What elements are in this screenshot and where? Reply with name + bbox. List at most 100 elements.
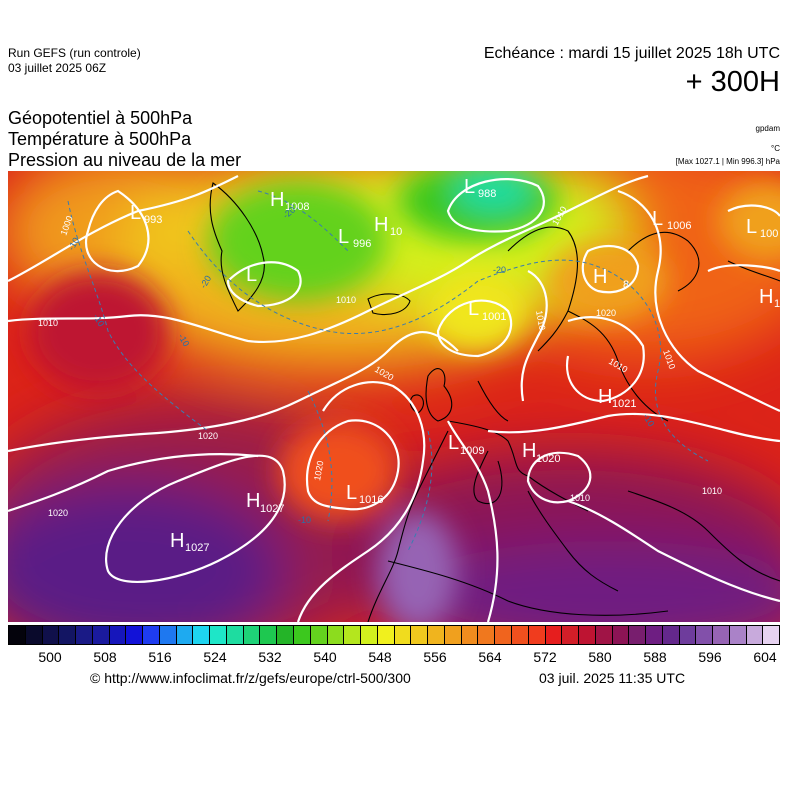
isobar-label: 1010: [534, 310, 547, 331]
pressure-center-low: L 1006: [652, 208, 691, 232]
svg-text:L: L: [448, 432, 459, 454]
svg-text:H: H: [759, 286, 773, 308]
color-scale-step: [478, 626, 496, 644]
color-scale-step: [92, 626, 110, 644]
svg-text:10: 10: [390, 226, 402, 238]
svg-text:8: 8: [623, 279, 629, 291]
svg-text:1009: 1009: [460, 445, 484, 457]
color-scale-step: [428, 626, 445, 644]
color-scale-step: [495, 626, 512, 644]
color-scale-step: [243, 626, 261, 644]
svg-text:L: L: [130, 202, 141, 224]
color-scale-step: [377, 626, 395, 644]
svg-text:1006: 1006: [667, 220, 691, 232]
color-scale-tick: 596: [698, 649, 722, 665]
pressure-center-high: H 1027: [170, 530, 209, 554]
color-scale-step: [109, 626, 127, 644]
svg-text:L: L: [746, 216, 757, 238]
isobar-label: 1020: [312, 460, 325, 481]
color-scale-step: [361, 626, 378, 644]
color-scale-step: [545, 626, 563, 644]
svg-text:H: H: [374, 214, 388, 236]
svg-text:1001: 1001: [482, 311, 506, 323]
color-scale-step: [528, 626, 546, 644]
svg-text:H: H: [246, 490, 260, 512]
color-scale-step: [193, 626, 211, 644]
color-scale-step: [746, 626, 764, 644]
svg-text:1027: 1027: [260, 503, 284, 515]
parameter-sea-level-pressure: Pression au niveau de la mer: [8, 150, 242, 170]
unit-celsius: °C: [771, 144, 780, 153]
color-scale-step: [25, 626, 43, 644]
color-scale-tick: 500: [38, 649, 62, 665]
isobar-label: 1010: [38, 318, 58, 328]
color-scale-tick: 556: [423, 649, 447, 665]
color-scale-tick: 580: [588, 649, 612, 665]
color-scale-step: [42, 626, 60, 644]
color-scale-step: [629, 626, 647, 644]
svg-text:H: H: [270, 189, 284, 211]
color-scale-step: [260, 626, 278, 644]
lead-time: + 300H: [685, 66, 780, 98]
run-date: 03 juillet 2025 06Z: [8, 61, 107, 75]
svg-text:988: 988: [478, 188, 496, 200]
color-scale-step: [461, 626, 479, 644]
isobar-label: 1010: [702, 486, 722, 496]
color-scale-tick: 532: [258, 649, 282, 665]
svg-text:1021: 1021: [612, 398, 636, 410]
svg-text:1008: 1008: [285, 201, 309, 213]
svg-text:L: L: [652, 208, 663, 230]
pressure-center-low: L 996: [338, 226, 371, 250]
isobar-label: 1010: [336, 295, 356, 305]
color-scale-tick: 604: [753, 649, 777, 665]
pressure-center-low: L 1016: [346, 482, 383, 506]
pressure-center-high: H 1008: [270, 189, 309, 213]
color-scale-tick: 564: [478, 649, 502, 665]
pressure-center-high: H 1020: [522, 440, 560, 465]
color-scale-step: [612, 626, 630, 644]
source-url: © http://www.infoclimat.fr/z/gefs/europe…: [90, 670, 411, 686]
pressure-center-low: L 988: [464, 176, 496, 200]
color-scale-step: [76, 626, 93, 644]
color-scale-step: [595, 626, 613, 644]
svg-text:L: L: [246, 264, 257, 286]
color-scale-step: [394, 626, 412, 644]
issue-time: 03 juil. 2025 11:35 UTC: [539, 670, 686, 686]
forecast-valid-time: Echéance : mardi 15 juillet 2025 18h UTC: [483, 45, 780, 62]
color-scale-tick: 516: [148, 649, 172, 665]
coastlines: [209, 182, 780, 622]
temperature-label: -10: [298, 515, 311, 525]
color-scale-step: [444, 626, 462, 644]
color-scale-step: [310, 626, 328, 644]
pressure-center-low: L 100: [746, 216, 778, 240]
color-scale-step: [696, 626, 714, 644]
color-scale-step: [9, 626, 26, 644]
color-scale-step: [713, 626, 730, 644]
unit-pressure-range: [Max 1027.1 | Min 996.3] hPa: [675, 157, 780, 166]
color-scale: [8, 625, 780, 645]
color-scale-step: [763, 626, 780, 644]
color-scale-step: [226, 626, 244, 644]
color-scale-step: [126, 626, 144, 644]
color-scale-step: [579, 626, 596, 644]
pressure-center-low: L 1001: [468, 298, 506, 323]
color-scale-step: [679, 626, 697, 644]
color-scale-step: [562, 626, 580, 644]
isobar-label: 1020: [48, 508, 68, 518]
svg-text:H: H: [593, 266, 607, 288]
svg-text:L: L: [468, 298, 479, 320]
svg-text:H: H: [170, 530, 184, 552]
color-scale-ticks: 500 508 516 524 532 540 548 556 564 572 580 588 596 6…: [8, 649, 780, 667]
color-scale-tick: 508: [93, 649, 117, 665]
temperature-label: -20: [493, 265, 506, 275]
isobar-label: 1020: [596, 308, 616, 318]
svg-text:996: 996: [353, 238, 371, 250]
color-scale-step: [143, 626, 160, 644]
isobar-label: 1010: [570, 493, 590, 503]
parameter-geopotential: Géopotentiel à 500hPa: [8, 108, 193, 128]
pressure-center-low: L: [246, 264, 257, 286]
svg-text:L: L: [346, 482, 357, 504]
